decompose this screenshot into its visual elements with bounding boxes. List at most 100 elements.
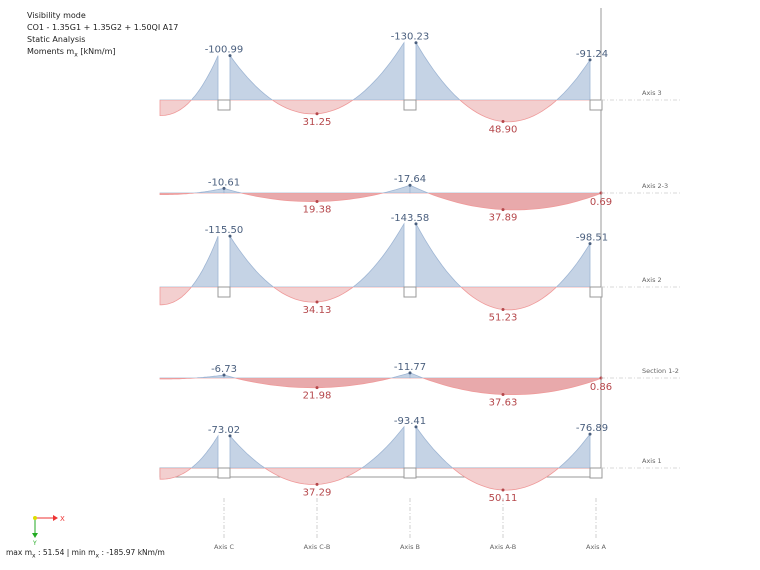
span-moment-label: 51.23 xyxy=(489,313,518,324)
grid-axis-label-3: Axis A-B xyxy=(490,543,516,551)
load-combination-label: CO1 - 1.35G1 + 1.35G2 + 1.50QI A17 xyxy=(27,23,179,32)
support-moment-label: -76.89 xyxy=(576,423,608,434)
support-moment-label: -73.02 xyxy=(208,425,240,436)
positive-moment-area xyxy=(229,100,405,115)
span-marker xyxy=(501,488,505,492)
grid-axis-label-2: Axis B xyxy=(400,543,420,551)
support-moment-label: -130.23 xyxy=(391,32,430,43)
span-moment-label: 50.11 xyxy=(489,493,518,504)
positive-moment-area xyxy=(229,468,405,485)
support-moment-label: -91.24 xyxy=(576,49,608,60)
analysis-type-label: Static Analysis xyxy=(27,35,86,44)
origin-dot xyxy=(33,516,37,520)
support-moment-label: -10.61 xyxy=(208,177,240,188)
positive-moment-area xyxy=(223,378,411,389)
peak-marker xyxy=(588,58,592,62)
negative-moment-area xyxy=(229,222,405,287)
negative-moment-area xyxy=(229,425,405,468)
support-moment-label: -115.50 xyxy=(205,225,244,236)
coordinate-system-icon: XY xyxy=(32,515,65,547)
x-arrowhead xyxy=(53,515,58,521)
support-moment-label: -100.99 xyxy=(205,45,244,56)
span-moment-label: 37.89 xyxy=(489,213,518,224)
support-moment-label: -17.64 xyxy=(394,174,426,185)
span-marker xyxy=(315,482,319,486)
support-moment-label: -93.41 xyxy=(394,416,426,427)
row-axis-label: Section 1-2 xyxy=(642,367,679,375)
max-prefix: max m xyxy=(6,548,33,557)
peak-marker xyxy=(228,54,232,58)
row-axis-label: Axis 2-3 xyxy=(642,182,668,190)
positive-moment-area xyxy=(159,193,225,195)
span-moment-label: 34.13 xyxy=(303,305,332,316)
negative-moment-area xyxy=(159,374,225,378)
row-1: -10.61 -17.64 19.38 37.89 0.69 Axis 2-3 xyxy=(159,174,680,224)
row-0: -100.99 -130.23 -91.24 31.25 48.90 Axis 3 xyxy=(159,32,680,136)
positive-moment-area xyxy=(223,193,411,203)
visibility-mode-label: Visibility mode xyxy=(27,11,86,20)
result-unit: [kNm/m] xyxy=(77,47,116,56)
column-support xyxy=(403,286,417,298)
support-moment-label: -98.51 xyxy=(576,233,608,244)
span-moment-label: 37.29 xyxy=(303,487,332,498)
span-moment-label: 21.98 xyxy=(303,391,332,402)
column-support xyxy=(403,467,417,479)
peak-marker xyxy=(414,222,418,226)
span-marker xyxy=(501,120,505,124)
span-moment-label: 19.38 xyxy=(303,205,332,216)
row-2: -115.50 -143.58 -98.51 34.13 51.23 Axis 2 xyxy=(159,213,680,324)
negative-moment-area xyxy=(159,187,225,193)
negative-moment-area xyxy=(159,55,219,100)
span-moment-label: 48.90 xyxy=(489,125,518,136)
positive-moment-area xyxy=(229,287,405,303)
negative-moment-area xyxy=(229,41,405,100)
span-marker xyxy=(501,393,505,397)
span-marker xyxy=(501,308,505,312)
column-support xyxy=(217,99,231,111)
support-moment-label: -6.73 xyxy=(211,364,237,375)
negative-moment-area xyxy=(415,41,591,100)
positive-moment-area xyxy=(159,378,225,380)
positive-moment-area xyxy=(415,468,591,491)
peak-marker xyxy=(414,41,418,45)
max-min-summary: max mx : 51.54 | min mx : -185.97 kNm/m xyxy=(6,548,165,560)
column-support xyxy=(589,99,603,111)
positive-moment-area xyxy=(159,287,219,306)
row-axis-label: Axis 1 xyxy=(642,457,662,465)
grid-axis-label-0: Axis C xyxy=(214,543,235,551)
result-sub: x xyxy=(74,51,78,59)
negative-moment-area xyxy=(415,222,591,287)
peak-marker xyxy=(408,183,412,187)
result-type-label: Moments mx [kNm/m] xyxy=(27,46,178,62)
y-arrowhead xyxy=(32,533,38,538)
span-marker xyxy=(501,208,505,212)
positive-moment-area xyxy=(415,100,591,123)
peak-marker xyxy=(222,186,226,190)
row-axis-label: Axis 3 xyxy=(642,89,662,97)
peak-marker xyxy=(228,434,232,438)
peak-marker xyxy=(588,432,592,436)
min-sub: x xyxy=(95,552,100,560)
positive-moment-area xyxy=(409,378,602,395)
min-value: : -185.97 kNm/m xyxy=(99,548,165,557)
span-moment-label: 31.25 xyxy=(303,117,332,128)
support-moment-label: -143.58 xyxy=(391,213,430,224)
column-support xyxy=(589,286,603,298)
end-moment-label: 0.86 xyxy=(590,382,612,393)
grid-axis-label-4: Axis A xyxy=(586,543,607,551)
max-value: : 51.54 | min m xyxy=(35,548,96,557)
info-panel: Visibility mode CO1 - 1.35G1 + 1.35G2 + … xyxy=(27,10,178,62)
row-4: -73.02 -93.41 -76.89 37.29 50.11 Axis 1 xyxy=(159,416,680,504)
peak-marker xyxy=(408,371,412,375)
max-sub: x xyxy=(32,552,36,560)
row-axis-label: Axis 2 xyxy=(642,276,662,284)
positive-moment-area xyxy=(415,287,591,311)
peak-marker xyxy=(588,242,592,246)
span-marker xyxy=(315,112,319,116)
end-moment-label: 0.69 xyxy=(590,197,612,208)
negative-moment-area xyxy=(159,434,219,468)
x-axis-label: X xyxy=(60,515,65,523)
negative-moment-area xyxy=(223,184,411,193)
